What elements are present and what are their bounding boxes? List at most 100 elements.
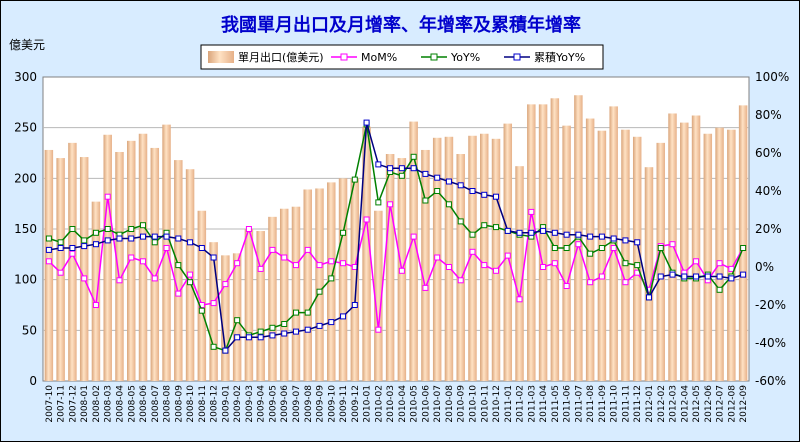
- bar-2007-10: [44, 149, 54, 381]
- x-tick-2010-08: 2010-08: [445, 385, 455, 423]
- x-tick-2008-03: 2008-03: [104, 385, 114, 423]
- series-2-point-28: [375, 161, 382, 168]
- series-0-point-1: [57, 269, 64, 276]
- y2-tick-6: 60%: [755, 146, 782, 160]
- chart-title: 我國單月出口及月增率、年增率及累積年增率: [221, 14, 581, 36]
- x-tick-2012-07: 2012-07: [716, 385, 726, 423]
- series-2-point-13: [198, 245, 205, 251]
- y2-tick-7: 80%: [755, 108, 782, 122]
- series-1-point-37: [481, 222, 488, 229]
- bar-2011-06: [562, 125, 571, 381]
- series-1-point-12: [187, 279, 194, 286]
- series-0-point-30: [398, 267, 405, 274]
- y2-tick-2: -20%: [755, 298, 786, 312]
- series-1-point-19: [269, 324, 276, 331]
- y-tick-1: 50: [22, 323, 37, 337]
- bar-2008-01: [79, 157, 89, 381]
- bar-2011-01: [503, 123, 513, 381]
- series-0-point-55: [693, 258, 700, 265]
- y-tick-3: 150: [14, 222, 37, 236]
- series-2-point-27: [363, 119, 370, 126]
- legend-marker-cum-yoy: [513, 53, 521, 61]
- bar-2009-11: [338, 178, 348, 381]
- x-tick-2009-05: 2009-05: [268, 385, 278, 423]
- bar-2012-05: [691, 115, 701, 382]
- bar-2008-08: [162, 124, 171, 382]
- y-tick-0: 0: [29, 374, 37, 388]
- x-tick-2007-11: 2007-11: [57, 385, 67, 423]
- x-tick-2009-10: 2009-10: [327, 385, 337, 423]
- series-2-point-40: [516, 229, 523, 236]
- bar-2008-12: [209, 242, 218, 381]
- x-tick-2008-08: 2008-08: [163, 385, 173, 423]
- series-2-point-29: [387, 165, 394, 172]
- bar-2009-05: [268, 216, 277, 381]
- series-2-point-47: [598, 233, 605, 240]
- legend-swatch-bars: [208, 51, 234, 63]
- series-1-point-34: [445, 201, 452, 208]
- series-0-point-36: [469, 248, 476, 255]
- legend-marker-mom: [340, 53, 348, 61]
- series-2-point-37: [481, 191, 488, 198]
- bar-2007-12: [68, 142, 77, 381]
- legend-label-cum-yoy: 累積YoY%: [534, 50, 585, 64]
- series-0-point-57: [716, 260, 723, 267]
- bar-2007-11: [56, 158, 65, 381]
- x-tick-2008-02: 2008-02: [92, 385, 102, 423]
- bar-2012-06: [703, 133, 713, 381]
- series-2-point-43: [551, 229, 558, 236]
- series-2-point-6: [116, 235, 123, 242]
- series-1-point-49: [622, 260, 629, 267]
- bar-2008-05: [127, 140, 136, 381]
- x-tick-2010-05: 2010-05: [410, 385, 420, 423]
- series-1-point-11: [175, 262, 182, 269]
- series-1-point-50: [634, 262, 641, 269]
- x-tick-2010-02: 2010-02: [374, 385, 384, 423]
- bar-2011-02: [515, 166, 524, 381]
- series-0-point-0: [45, 258, 52, 265]
- x-tick-2008-07: 2008-07: [151, 385, 161, 423]
- y2-tick-8: 100%: [755, 70, 789, 84]
- series-0-point-46: [587, 279, 594, 286]
- x-tick-2010-04: 2010-04: [398, 385, 408, 423]
- series-1-point-52: [657, 245, 664, 251]
- series-0-point-40: [516, 296, 523, 303]
- series-0-point-3: [81, 275, 88, 282]
- x-tick-2008-05: 2008-05: [127, 385, 137, 423]
- series-1-point-21: [292, 309, 299, 316]
- x-tick-2012-05: 2012-05: [692, 385, 702, 423]
- bar-2009-03: [244, 229, 254, 381]
- y2-tick-5: 40%: [755, 184, 782, 198]
- bar-2009-12: [350, 178, 360, 381]
- bar-2008-11: [197, 210, 207, 381]
- series-1-point-0: [45, 235, 52, 242]
- bar-2008-09: [174, 160, 183, 381]
- bar-2010-09: [456, 154, 465, 381]
- series-1-point-59: [740, 245, 747, 251]
- series-1-point-14: [210, 343, 217, 350]
- series-2-point-19: [269, 332, 276, 339]
- x-tick-2010-12: 2010-12: [492, 385, 502, 423]
- series-2-point-35: [457, 182, 464, 189]
- series-0-point-7: [128, 254, 135, 261]
- x-tick-2012-02: 2012-02: [657, 385, 667, 423]
- x-tick-2011-07: 2011-07: [574, 385, 584, 423]
- series-1-point-5: [104, 226, 111, 232]
- series-1-point-23: [316, 288, 323, 295]
- bar-2012-03: [668, 113, 677, 381]
- x-tick-2010-10: 2010-10: [468, 385, 478, 423]
- series-0-point-43: [551, 260, 558, 267]
- bar-2009-07: [291, 206, 301, 381]
- series-2-point-7: [128, 235, 135, 242]
- series-2-point-21: [292, 328, 299, 335]
- x-tick-2011-03: 2011-03: [527, 385, 537, 423]
- series-0-point-22: [304, 246, 311, 253]
- series-1-point-24: [328, 275, 335, 282]
- series-0-point-11: [175, 290, 182, 297]
- series-1-point-46: [587, 250, 594, 257]
- grid-lines: [43, 127, 749, 331]
- series-1-point-4: [92, 229, 99, 236]
- bar-2008-02: [91, 201, 101, 381]
- bar-2011-08: [585, 118, 595, 382]
- series-0-point-49: [622, 279, 629, 286]
